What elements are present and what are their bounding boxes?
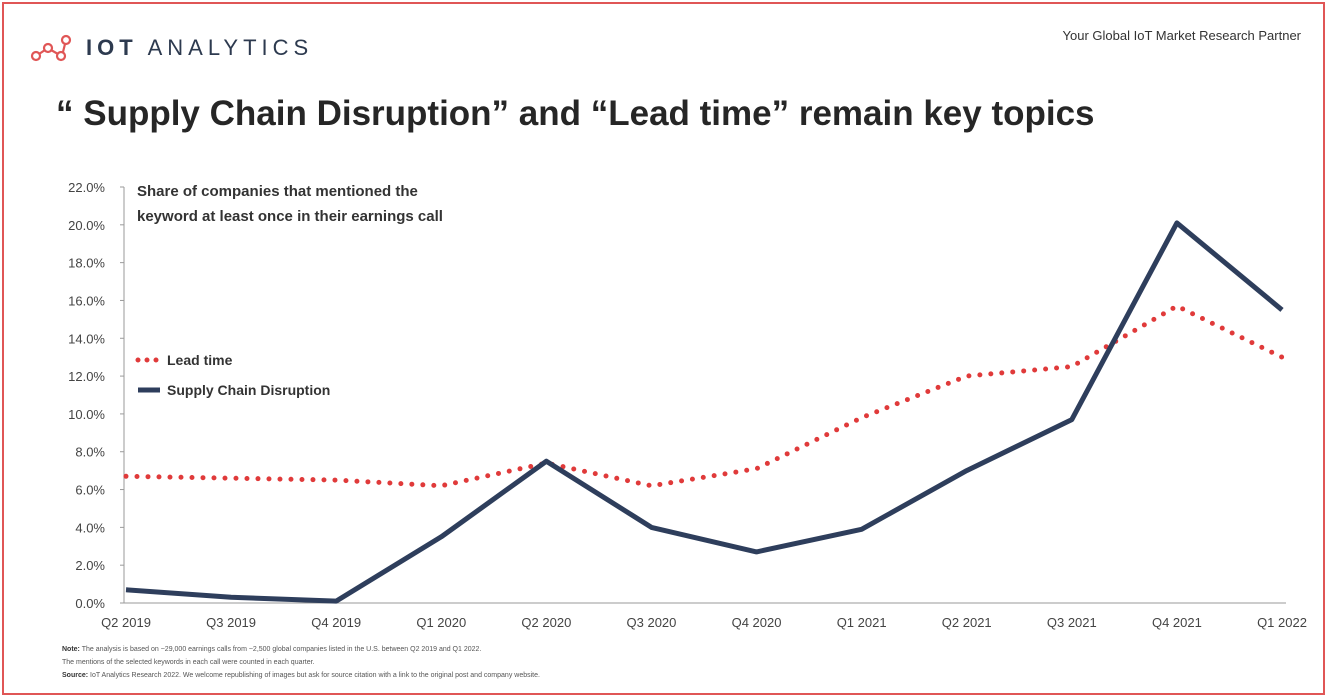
x-tick-label: Q3 2021: [1047, 615, 1097, 630]
x-tick-label: Q2 2021: [942, 615, 992, 630]
footnote-note-2: The mentions of the selected keywords in…: [62, 659, 315, 666]
footnote-source: Source: IoT Analytics Research 2022. We …: [62, 672, 540, 679]
brand-name-rest: ANALYTICS: [147, 35, 314, 60]
y-tick-label: 22.0%: [68, 180, 105, 195]
tagline: Your Global IoT Market Research Partner: [1062, 28, 1301, 43]
x-tick-label: Q1 2022: [1257, 615, 1307, 630]
y-tick-label: 20.0%: [68, 218, 105, 233]
chart-annotation: keyword at least once in their earnings …: [137, 208, 443, 225]
source-text: IoT Analytics Research 2022. We welcome …: [90, 672, 540, 679]
source-label: Source:: [62, 672, 89, 679]
y-tick-label: 4.0%: [75, 520, 105, 535]
page-title: “ Supply Chain Disruption” and “Lead tim…: [56, 94, 1095, 133]
y-tick-label: 12.0%: [68, 369, 105, 384]
x-tick-label: Q3 2020: [627, 615, 677, 630]
footnote-note: Note: The analysis is based on ~29,000 e…: [62, 646, 481, 653]
x-tick-label: Q2 2019: [101, 615, 151, 630]
network-nodes-logo-icon: [30, 34, 72, 62]
brand-name: IOT ANALYTICS: [86, 35, 313, 61]
series-line-supply-chain: [125, 220, 1284, 604]
x-tick-label: Q2 2020: [521, 615, 571, 630]
chart-annotation: Share of companies that mentioned the: [137, 183, 418, 200]
series-line-lead-time: [123, 303, 1285, 489]
legend-label: Lead time: [167, 352, 233, 368]
x-tick-label: Q1 2020: [416, 615, 466, 630]
note-line-1: The analysis is based on ~29,000 earning…: [81, 646, 482, 653]
brand-name-bold: IOT: [86, 35, 138, 60]
y-tick-label: 0.0%: [75, 596, 105, 611]
x-tick-label: Q3 2019: [206, 615, 256, 630]
y-tick-label: 6.0%: [75, 483, 105, 498]
y-tick-label: 8.0%: [75, 445, 105, 460]
x-tick-label: Q1 2021: [837, 615, 887, 630]
x-tick-label: Q4 2021: [1152, 615, 1202, 630]
brand-logo: IOT ANALYTICS: [28, 28, 313, 68]
legend-label: Supply Chain Disruption: [167, 382, 330, 398]
y-tick-label: 2.0%: [75, 558, 105, 573]
x-tick-label: Q4 2019: [311, 615, 361, 630]
x-tick-label: Q4 2020: [732, 615, 782, 630]
note-label: Note:: [62, 646, 80, 653]
y-tick-label: 10.0%: [68, 407, 105, 422]
y-tick-label: 14.0%: [68, 331, 105, 346]
y-tick-label: 16.0%: [68, 293, 105, 308]
y-tick-label: 18.0%: [68, 256, 105, 271]
